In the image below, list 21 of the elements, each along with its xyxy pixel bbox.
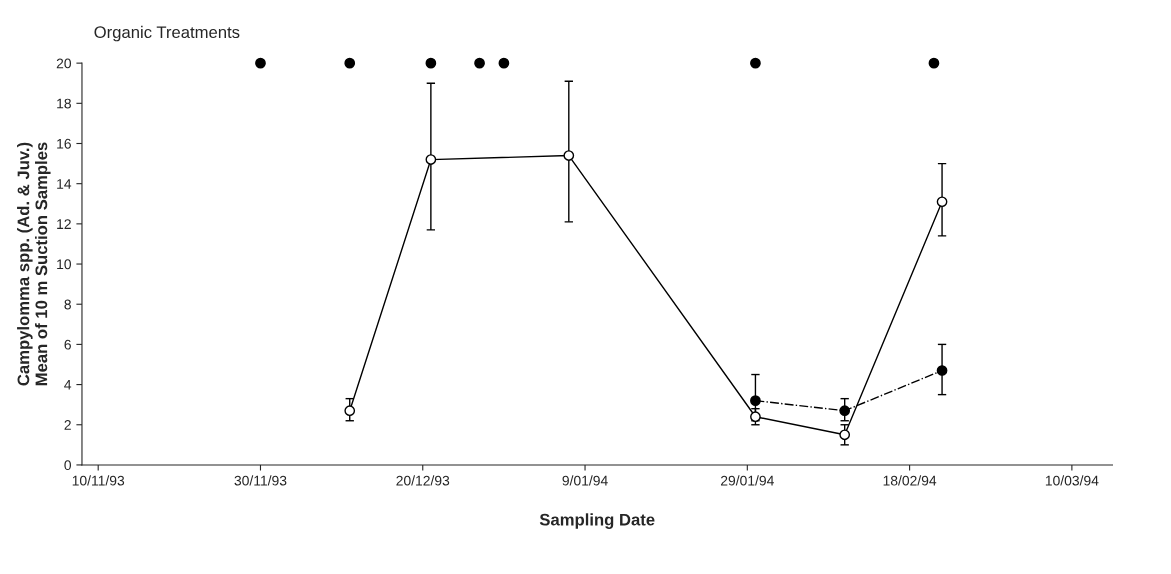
y-tick-label: 18 bbox=[57, 98, 71, 109]
x-tick-label: 20/12/93 bbox=[396, 475, 450, 486]
y-tick-label: 6 bbox=[64, 339, 71, 350]
y-tick-label: 12 bbox=[57, 219, 71, 229]
x-tick-label: 18/02/94 bbox=[883, 475, 937, 486]
y-axis-title: Campylomma spp. (Ad. & Juv.) Mean of 10 m Suction Samples bbox=[17, 142, 51, 386]
x-tick-label: 10/03/94 bbox=[1045, 475, 1099, 486]
y-tick-label: 8 bbox=[64, 299, 71, 310]
y-tick-label: 16 bbox=[57, 138, 71, 149]
x-axis-title: Sampling Date bbox=[539, 513, 655, 529]
x-tick-label: 10/11/93 bbox=[72, 475, 125, 486]
x-tick-label: 9/01/94 bbox=[562, 475, 608, 486]
y-tick-label: 0 bbox=[64, 460, 72, 471]
y-tick-label: 4 bbox=[64, 380, 72, 390]
y-tick-label: 2 bbox=[64, 420, 71, 430]
x-tick-label: 29/01/94 bbox=[720, 475, 774, 486]
y-tick-label: 14 bbox=[57, 179, 72, 189]
y-tick-label: 10 bbox=[57, 259, 72, 270]
x-tick-label: 30/11/93 bbox=[234, 475, 287, 486]
y-tick-label: 20 bbox=[56, 58, 72, 69]
text: Organic Treatments bbox=[94, 25, 240, 42]
